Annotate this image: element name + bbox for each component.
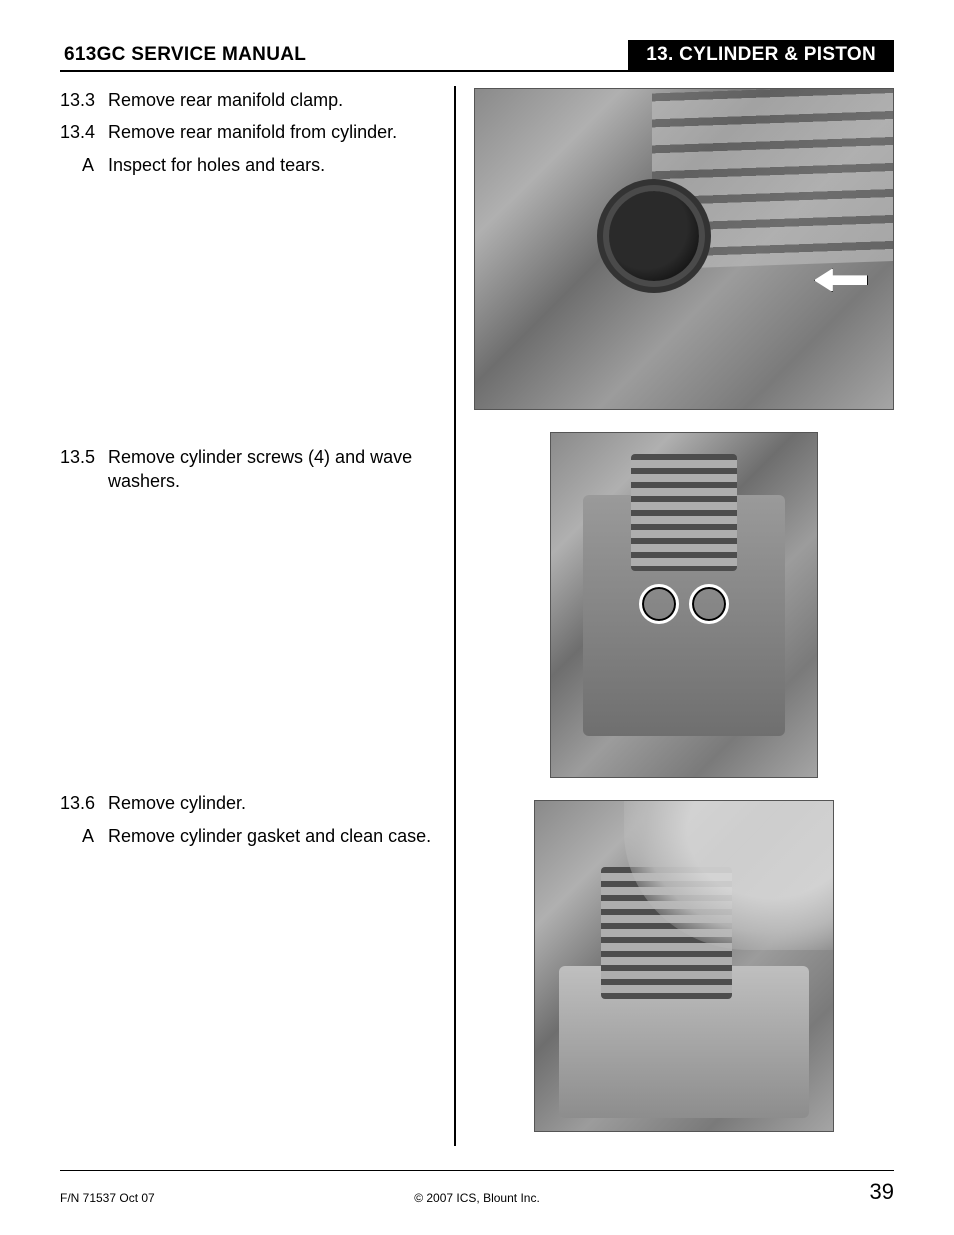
spacer: [60, 501, 444, 791]
screw-highlight-circle-icon: [639, 584, 679, 624]
manifold-port-graphic: [609, 191, 699, 281]
figure-manifold: [474, 88, 894, 410]
page-header: 613GC SERVICE MANUAL 13. CYLINDER & PIST…: [60, 40, 894, 72]
page: 613GC SERVICE MANUAL 13. CYLINDER & PIST…: [0, 0, 954, 1235]
step-number: 13.4: [60, 120, 108, 144]
step-13-6: 13.6 Remove cylinder.: [60, 791, 444, 815]
step-text: Remove cylinder screws (4) and wave wash…: [108, 445, 444, 494]
step-text: Remove cylinder.: [108, 791, 444, 815]
step-13-6-a: A Remove cylinder gasket and clean case.: [60, 824, 444, 848]
section-title: 13. CYLINDER & PISTON: [628, 40, 894, 70]
step-letter: A: [60, 824, 108, 848]
step-number: 13.5: [60, 445, 108, 494]
step-text: Remove cylinder gasket and clean case.: [108, 824, 444, 848]
figure-column: [456, 86, 894, 1146]
cylinder-fins-graphic: [631, 454, 737, 571]
text-column: 13.3 Remove rear manifold clamp. 13.4 Re…: [60, 86, 454, 1146]
step-letter: A: [60, 153, 108, 177]
figure-remove-cylinder: [534, 800, 834, 1132]
step-13-4: 13.4 Remove rear manifold from cylinder.: [60, 120, 444, 144]
step-number: 13.3: [60, 88, 108, 112]
page-footer: F/N 71537 Oct 07 © 2007 ICS, Blount Inc.…: [60, 1170, 894, 1205]
figure-cylinder-screws: [550, 432, 818, 778]
step-13-4-a: A Inspect for holes and tears.: [60, 153, 444, 177]
step-text: Inspect for holes and tears.: [108, 153, 444, 177]
step-13-3: 13.3 Remove rear manifold clamp.: [60, 88, 444, 112]
spacer: [60, 185, 444, 445]
step-13-5: 13.5 Remove cylinder screws (4) and wave…: [60, 445, 444, 494]
content-row: 13.3 Remove rear manifold clamp. 13.4 Re…: [60, 86, 894, 1146]
arrow-indicator-icon: [814, 268, 868, 292]
step-text: Remove rear manifold clamp.: [108, 88, 444, 112]
manual-title: 613GC SERVICE MANUAL: [60, 40, 628, 70]
step-number: 13.6: [60, 791, 108, 815]
step-text: Remove rear manifold from cylinder.: [108, 120, 444, 144]
footer-copyright: © 2007 ICS, Blount Inc.: [60, 1191, 894, 1205]
